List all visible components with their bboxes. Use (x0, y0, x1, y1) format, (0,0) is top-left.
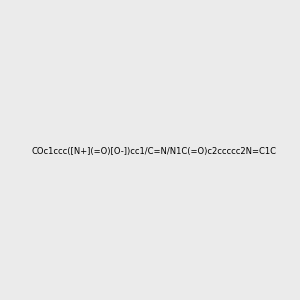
Text: COc1ccc([N+](=O)[O-])cc1/C=N/N1C(=O)c2ccccc2N=C1C: COc1ccc([N+](=O)[O-])cc1/C=N/N1C(=O)c2cc… (31, 147, 276, 156)
